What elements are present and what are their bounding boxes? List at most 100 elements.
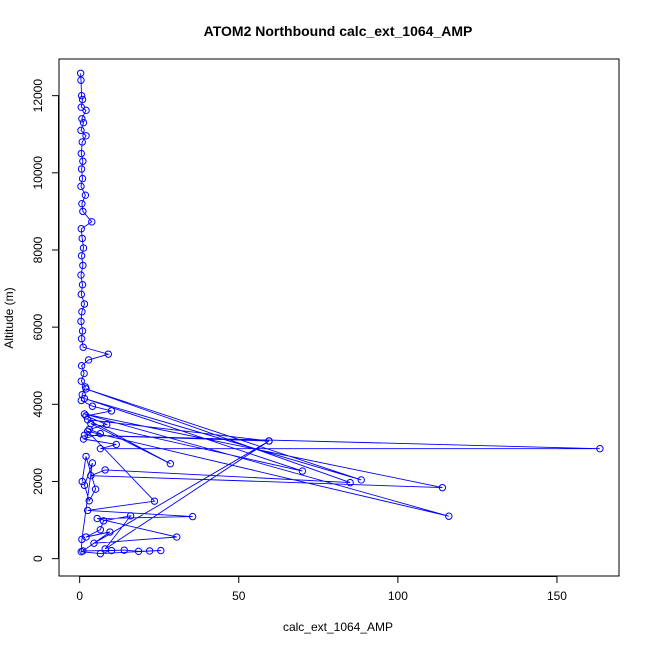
data-point [77, 547, 85, 556]
x-axis-label: calc_ext_1064_AMP [283, 620, 393, 634]
data-point [126, 512, 135, 520]
data-point [107, 546, 116, 555]
data-point [79, 207, 87, 216]
data-point [87, 471, 95, 480]
y-tick-label: 8000 [31, 236, 45, 263]
x-tick-label: 100 [388, 589, 408, 603]
data-point [77, 76, 85, 84]
data-point [120, 546, 128, 554]
data-point [78, 115, 86, 123]
data-point [107, 407, 116, 415]
data-point [85, 497, 93, 505]
y-axis-label: Altitude (m) [2, 287, 16, 348]
data-point [77, 126, 85, 135]
chart-title: ATOM2 Northbound calc_ext_1064_AMP [204, 23, 473, 39]
data-point [106, 528, 114, 536]
data-point [173, 533, 181, 541]
data-point [188, 512, 197, 521]
data-point [346, 478, 354, 487]
data-point [166, 460, 175, 468]
data-point [79, 343, 87, 351]
data-point [79, 157, 87, 165]
data-point [76, 69, 85, 77]
y-tick-label: 2000 [31, 468, 45, 495]
data-point [438, 483, 447, 492]
data-point [81, 191, 90, 199]
data-point [78, 535, 86, 544]
y-axis: 0 2000 4000 6000 8000 10000 12000 [31, 79, 59, 562]
data-point [80, 300, 89, 308]
data-point [157, 546, 165, 555]
y-tick-label: 10000 [31, 156, 45, 190]
data-point [79, 244, 88, 252]
data-point [78, 390, 86, 399]
data-point [134, 547, 143, 556]
data-point [78, 281, 87, 289]
data-point [265, 437, 273, 445]
x-axis: 0 50 100 150 [76, 576, 567, 603]
data-point [96, 429, 105, 438]
y-tick-label: 6000 [31, 313, 45, 340]
data-point [78, 327, 87, 335]
data-point [82, 452, 90, 461]
data-point [80, 481, 89, 490]
data-point [80, 410, 89, 418]
y-tick-label: 12000 [31, 79, 45, 113]
data-point [90, 539, 98, 547]
x-tick-label: 150 [547, 589, 567, 603]
data-point [103, 420, 111, 429]
data-point [96, 549, 105, 558]
data-point [77, 225, 85, 233]
data-point [99, 517, 108, 525]
data-point [82, 412, 90, 420]
x-tick-label: 0 [76, 589, 83, 603]
data-point [357, 476, 365, 484]
data-point [112, 440, 120, 449]
data-point [78, 95, 87, 104]
data-point [77, 182, 85, 191]
data-point [445, 512, 453, 520]
data-point [88, 459, 97, 467]
data-point [77, 91, 86, 100]
data-point [596, 444, 604, 453]
data-point [77, 149, 85, 158]
data-point [77, 165, 86, 173]
data-point [78, 174, 87, 183]
data-point [80, 394, 89, 403]
y-tick-label: 4000 [31, 391, 45, 418]
data-point [84, 356, 93, 364]
plot-frame [58, 58, 620, 577]
data-point [82, 132, 90, 140]
data-point [145, 547, 154, 555]
data-point [79, 435, 88, 443]
data-point [82, 533, 90, 541]
data-point [150, 497, 159, 505]
data-point [88, 218, 96, 226]
data-point [96, 526, 105, 534]
data-point [78, 477, 86, 486]
data-point [78, 234, 86, 243]
data-point [88, 402, 97, 410]
data-point [78, 199, 86, 208]
data-point [80, 369, 88, 378]
data-point [77, 335, 86, 343]
data-point [96, 444, 105, 453]
data-point [82, 385, 90, 393]
data-point [91, 485, 100, 493]
data-point [87, 419, 95, 428]
data-point [83, 427, 92, 436]
data-point [298, 467, 307, 475]
data-point [77, 317, 85, 326]
data-point [77, 271, 85, 279]
data-point [93, 514, 101, 523]
data-point [83, 506, 92, 515]
data-point [77, 362, 86, 370]
plot-area [76, 69, 604, 558]
data-point [78, 138, 86, 146]
x-tick-label: 50 [232, 589, 246, 603]
series-line [80, 73, 600, 555]
data-point [101, 466, 109, 474]
data-point [77, 252, 86, 260]
data-point [79, 118, 88, 127]
